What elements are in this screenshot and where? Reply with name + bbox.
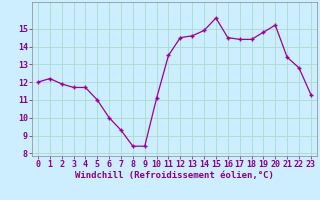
X-axis label: Windchill (Refroidissement éolien,°C): Windchill (Refroidissement éolien,°C): [75, 171, 274, 180]
